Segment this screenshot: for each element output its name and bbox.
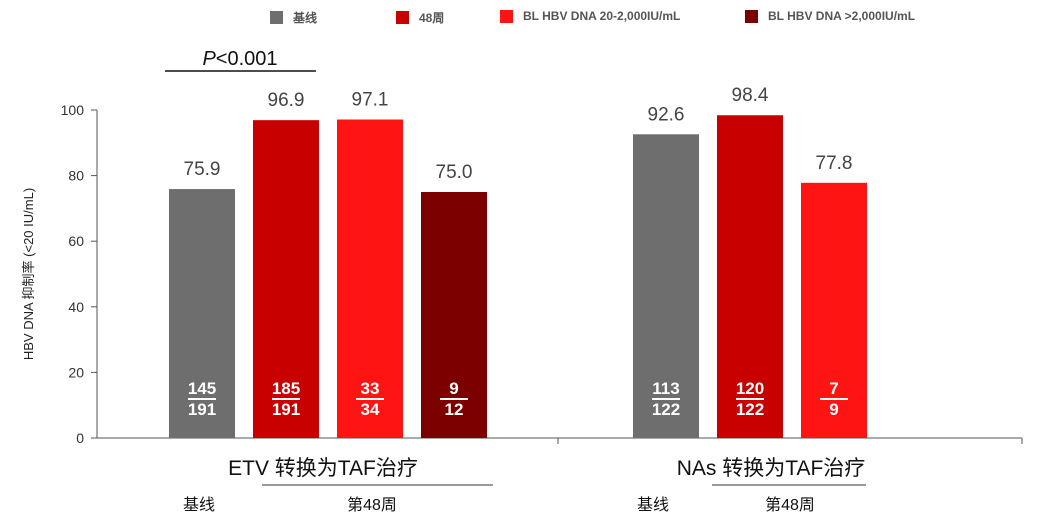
bar	[421, 192, 487, 438]
p-value-annotation: P<0.001	[202, 48, 277, 70]
bar-value-label: 77.8	[816, 153, 853, 174]
bar-denominator: 9	[829, 400, 838, 419]
y-tick-label: 20	[68, 364, 84, 380]
bar-value-label: 97.1	[352, 90, 389, 111]
p-letter: P	[202, 48, 216, 70]
y-tick-label: 40	[68, 299, 84, 315]
bar-value-label: 75.9	[184, 159, 221, 180]
legend-label: 基线	[293, 11, 318, 25]
legend: 基线 48周 BL HBV DNA 20-2,000IU/mL BL HBV D…	[0, 9, 1048, 29]
legend-swatch	[745, 9, 758, 23]
legend-label: BL HBV DNA >2,000IU/mL	[768, 9, 916, 23]
bar-numerator: 145	[188, 379, 216, 398]
bar-value-label: 98.4	[732, 85, 769, 106]
legend-item-bl-high: BL HBV DNA >2,000IU/mL	[745, 9, 915, 23]
bar	[169, 189, 235, 438]
sub-label-baseline: 基线	[637, 496, 669, 514]
bar-numerator: 120	[736, 379, 764, 398]
p-value-text: <0.001	[216, 48, 278, 70]
y-axis-label: HBV DNA 抑制率 (<20 IU/mL)	[21, 188, 36, 360]
bar-denominator: 191	[272, 400, 300, 419]
bar-numerator: 185	[272, 379, 300, 398]
legend-swatch	[500, 9, 513, 23]
y-tick-label: 60	[68, 233, 84, 249]
bar-numerator: 7	[829, 379, 838, 398]
legend-label: BL HBV DNA 20-2,000IU/mL	[523, 9, 681, 23]
y-tick-label: 100	[61, 102, 85, 118]
sub-label-week48: 第48周	[765, 496, 815, 514]
sub-label-baseline: 基线	[183, 496, 215, 514]
legend-item-bl-low: BL HBV DNA 20-2,000IU/mL	[500, 9, 680, 23]
bar-denominator: 122	[736, 400, 764, 419]
bar-numerator: 33	[361, 379, 380, 398]
bar	[717, 115, 783, 439]
bar-numerator: 9	[449, 379, 458, 398]
bar-denominator: 191	[188, 400, 216, 419]
y-tick-label: 0	[76, 430, 84, 446]
bar	[337, 119, 403, 439]
bar-numerator: 113	[652, 379, 679, 398]
legend-item-baseline: 基线	[270, 9, 317, 26]
group-label: ETV 转换为TAF治疗	[228, 457, 418, 480]
bar-value-label: 75.0	[436, 162, 473, 183]
bar-value-label: 96.9	[268, 90, 305, 111]
bar	[633, 134, 699, 438]
y-tick-label: 80	[68, 168, 84, 184]
bar	[801, 182, 867, 438]
bar	[253, 120, 319, 438]
bar-denominator: 12	[445, 400, 464, 419]
legend-item-week48: 48周	[396, 9, 444, 26]
bar-denominator: 34	[361, 400, 380, 419]
legend-swatch	[270, 11, 283, 24]
legend-label: 48周	[419, 11, 445, 25]
bar-value-label: 92.6	[648, 104, 685, 125]
sub-label-week48: 第48周	[347, 496, 397, 514]
group-label: NAs 转换为TAF治疗	[677, 457, 866, 480]
legend-swatch	[396, 11, 409, 24]
bar-denominator: 122	[652, 400, 680, 419]
